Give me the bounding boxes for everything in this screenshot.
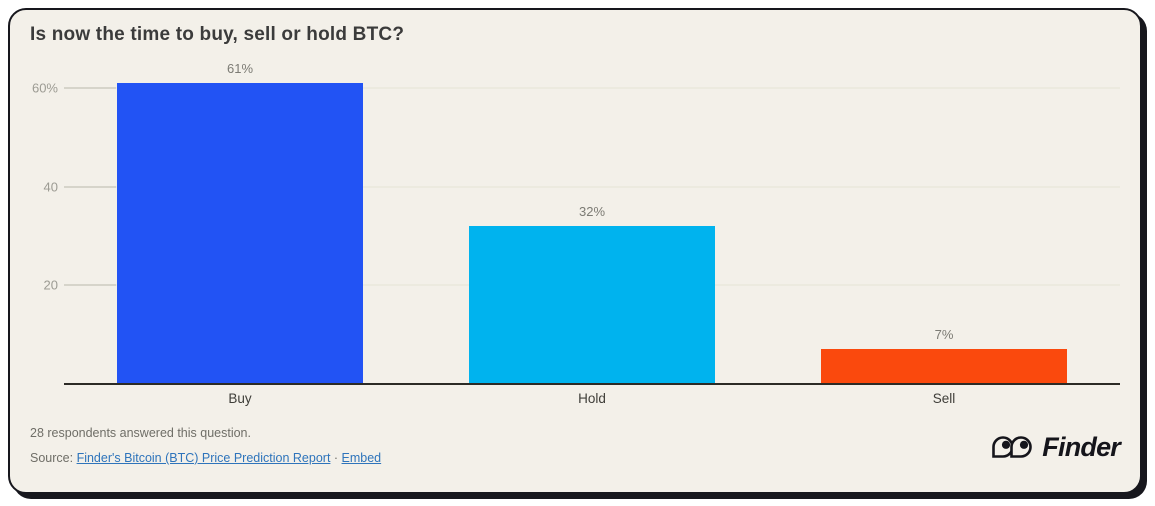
x-axis-label-sell: Sell bbox=[932, 391, 956, 406]
source-line: Source: Finder's Bitcoin (BTC) Price Pre… bbox=[30, 451, 381, 465]
finder-logo-text: Finder bbox=[1042, 431, 1121, 462]
bar-value-label: 32% bbox=[578, 204, 606, 219]
gridline bbox=[64, 86, 1120, 89]
chart-card: Is now the time to buy, sell or hold BTC… bbox=[8, 8, 1142, 494]
finder-logo[interactable]: Finder bbox=[991, 431, 1121, 463]
bar-column-buy: 61% bbox=[64, 61, 416, 384]
x-axis-line bbox=[64, 383, 1120, 385]
bar-sell bbox=[820, 349, 1068, 384]
bar-chart: 20 40 60% 61% 32% 7% Buy Hold Sell bbox=[30, 61, 1120, 406]
respondents-note: 28 respondents answered this question. bbox=[30, 426, 251, 440]
source-link[interactable]: Finder's Bitcoin (BTC) Price Prediction … bbox=[76, 451, 331, 465]
footer-text-block: 28 respondents answered this question. S… bbox=[30, 426, 381, 471]
y-axis-tick-label: 40 bbox=[43, 179, 58, 194]
finder-eyes-icon bbox=[992, 436, 1033, 458]
bar-column-sell: 7% bbox=[768, 68, 1120, 384]
x-axis-labels: Buy Hold Sell bbox=[64, 391, 1120, 406]
chart-title: Is now the time to buy, sell or hold BTC… bbox=[30, 24, 405, 45]
gridline bbox=[64, 185, 1120, 188]
x-axis-label-buy: Buy bbox=[228, 391, 252, 406]
chart-footer: 28 respondents answered this question. S… bbox=[30, 426, 1121, 471]
y-axis-tick-label: 60% bbox=[31, 80, 58, 96]
source-prefix: Source: bbox=[30, 451, 77, 465]
x-axis-label-hold: Hold bbox=[578, 391, 606, 406]
bar-buy bbox=[116, 82, 364, 384]
plot-area: 20 40 60% 61% 32% 7% bbox=[32, 61, 1120, 385]
bar-hold bbox=[468, 226, 716, 384]
bar-value-label: 61% bbox=[226, 60, 254, 76]
bar-columns: 61% 32% 7% bbox=[64, 61, 1120, 384]
y-axis-tick-label: 20 bbox=[43, 277, 58, 293]
bar-column-hold: 32% bbox=[416, 68, 768, 384]
source-separator: · bbox=[330, 451, 342, 465]
bar-value-label: 7% bbox=[934, 327, 954, 343]
embed-link[interactable]: Embed bbox=[341, 451, 382, 465]
